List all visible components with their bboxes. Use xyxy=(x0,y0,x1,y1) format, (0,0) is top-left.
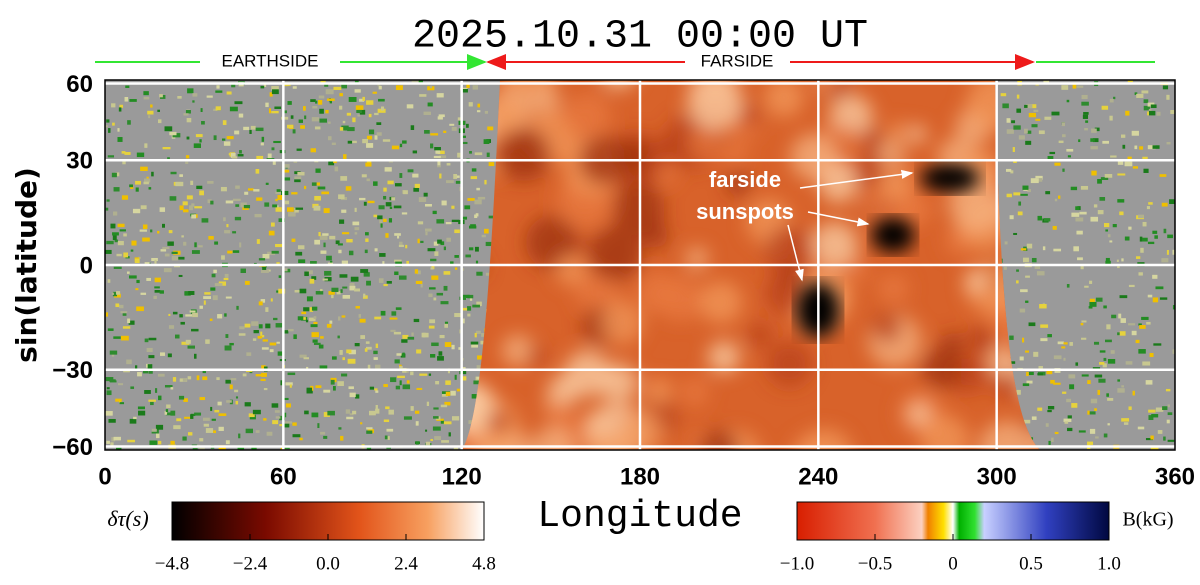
x-tick-label: 0 xyxy=(98,463,111,490)
colorbar-label: B(kG) xyxy=(1122,509,1173,531)
map xyxy=(104,79,1176,451)
colorbar-tick-label: −2.4 xyxy=(233,553,268,574)
region-label: FARSIDE xyxy=(701,51,774,70)
chart-title: 2025.10.31 00:00 UT xyxy=(412,15,868,60)
colorbar-label: δτ(s) xyxy=(107,506,148,531)
sunspot xyxy=(871,217,915,253)
colorbar-tick-label: 4.8 xyxy=(472,553,496,574)
y-tick-label: 30 xyxy=(66,148,93,175)
colorbar-tick-label: 0 xyxy=(948,553,958,574)
x-tick-label: 300 xyxy=(977,463,1017,490)
y-tick-label: 0 xyxy=(80,252,93,279)
colorbar-tick-label: −1.0 xyxy=(780,553,814,574)
x-tick-label: 120 xyxy=(442,463,482,490)
y-tick-label: −60 xyxy=(52,434,93,461)
colorbar-tick-label: 1.0 xyxy=(1097,553,1121,574)
colorbar xyxy=(796,501,1110,541)
x-tick-label: 360 xyxy=(1155,463,1195,490)
x-tick-label: 180 xyxy=(620,463,660,490)
plot-frame xyxy=(104,79,1176,451)
colorbar-tick-label: 0.5 xyxy=(1019,553,1043,574)
x-tick-label: 240 xyxy=(798,463,838,490)
magnetogram xyxy=(105,80,1175,450)
sunspot xyxy=(920,163,980,193)
x-axis-label: Longitude xyxy=(537,495,742,538)
annotation: sunspots xyxy=(696,199,794,224)
colorbar-tick-label: 2.4 xyxy=(394,553,418,574)
x-tick-label: 60 xyxy=(270,463,297,490)
colorbar-tick-label: −4.8 xyxy=(155,553,189,574)
y-tick-label: −30 xyxy=(52,357,93,384)
colorbar-tick-label: 0.0 xyxy=(316,553,340,574)
y-axis-label: sin(latitude) xyxy=(10,167,43,363)
annotation: farside xyxy=(709,167,781,192)
y-tick-label: 60 xyxy=(66,71,93,98)
colorbar-tick-label: −0.5 xyxy=(858,553,892,574)
colorbar xyxy=(171,501,485,541)
annotation-arrows xyxy=(787,169,914,282)
region-label: EARTHSIDE xyxy=(222,51,319,70)
